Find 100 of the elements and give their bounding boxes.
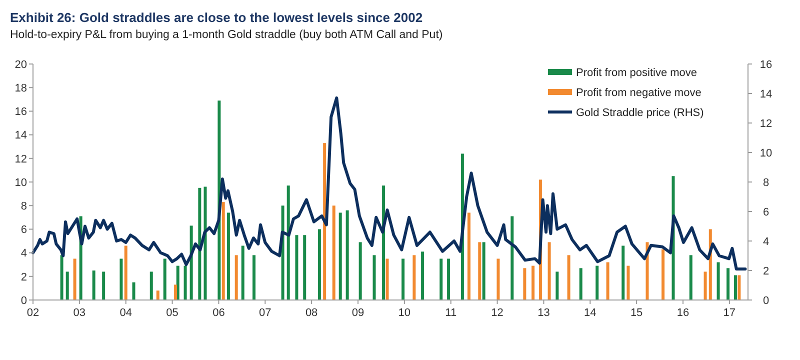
bar [338,212,342,300]
x-tick-label: 14 [584,307,596,319]
bar [124,246,128,300]
bar [689,255,692,300]
x-tick-label: 13 [538,307,550,319]
y2-tick-label: 6 [762,206,770,218]
chart-subtitle: Hold-to-expiry P&L from buying a 1-month Gold straddle (buy both ATM Call and Put) [10,29,443,41]
bar [318,229,321,300]
y-tick-label: 18 [14,82,27,94]
bar [120,258,123,300]
bar [184,266,187,300]
bar [252,255,256,300]
bar [556,272,559,300]
bar [174,284,178,300]
bar [176,266,180,300]
y2-tick-label: 8 [762,176,770,189]
y-tick-label: 4 [20,248,27,260]
chart-title: Exhibit 26: Gold straddles are close to the lowest levels since 2002 [10,10,423,25]
x-tick-label: 02 [26,307,40,319]
bar [60,255,64,300]
x-tick-label: 15 [630,307,643,319]
bar [156,290,160,300]
bar [102,272,106,300]
legend-label: Profit from positive move [576,66,698,79]
bar [510,216,514,300]
bar [402,258,405,300]
bar [295,235,298,300]
bar [132,282,136,300]
bar [738,275,741,300]
bar [372,255,376,300]
bar [548,242,551,300]
bar [198,188,202,300]
y2-tick-label: 12 [760,118,772,130]
bar [523,268,526,300]
bar [626,266,630,300]
y-tick-label: 14 [14,130,27,142]
bar [234,255,238,300]
x-tick-label: 11 [445,307,457,319]
bar [447,258,450,300]
x-tick-label: 09 [352,307,364,319]
y-tick-label: 20 [14,58,27,71]
bar [567,255,570,300]
bar [662,249,665,300]
bar [226,212,230,300]
bar [579,268,582,300]
bar [332,206,336,300]
y-tick-label: 6 [20,224,27,236]
bar [358,242,362,300]
bar [241,246,244,300]
x-tick-label: 05 [166,307,178,319]
legend-label: Profit from negative move [576,86,702,99]
y2-tick-label: 2 [762,265,770,278]
y2-tick-label: 16 [760,58,772,71]
bar [596,266,599,300]
x-tick-label: 07 [259,307,272,319]
y2-tick-label: 14 [760,88,772,100]
bar [163,258,166,300]
bar [532,266,535,300]
bar [496,258,500,300]
y-tick-label: 2 [20,271,27,284]
bar [346,210,349,300]
bar [467,212,470,300]
bar [73,258,76,300]
bar [478,242,482,300]
bar [204,186,207,300]
y-tick-label: 12 [14,153,27,166]
bar [222,202,225,300]
bar [303,235,306,300]
y-tick-label: 16 [14,106,27,118]
bar [150,272,153,300]
bar [726,268,730,300]
y-tick-label: 10 [14,176,27,189]
x-tick-label: 16 [676,307,690,319]
bar [606,262,610,300]
y2-tick-label: 10 [760,147,772,160]
x-tick-label: 03 [73,307,86,319]
bar [66,272,69,300]
bar [92,270,96,300]
x-tick-label: 04 [120,307,132,319]
bar [412,255,416,300]
bar [286,186,290,300]
bar [440,258,443,300]
x-tick-label: 10 [398,307,411,319]
bar [716,262,720,300]
bar [386,258,389,300]
legend-label: Gold Straddle price (RHS) [576,106,704,119]
bar [482,242,486,300]
bar [622,246,625,300]
y-tick-label: 0 [20,294,27,307]
x-tick-label: 06 [212,307,225,319]
bar [323,143,326,300]
x-tick-label: 08 [305,307,318,319]
y2-tick-label: 4 [762,236,770,248]
x-tick-label: 17 [723,307,736,319]
bar [421,252,424,300]
y-tick-label: 8 [20,200,27,212]
bar [704,272,707,300]
x-tick-label: 12 [491,307,504,319]
bar [734,275,737,300]
y2-tick-label: 0 [762,294,770,307]
